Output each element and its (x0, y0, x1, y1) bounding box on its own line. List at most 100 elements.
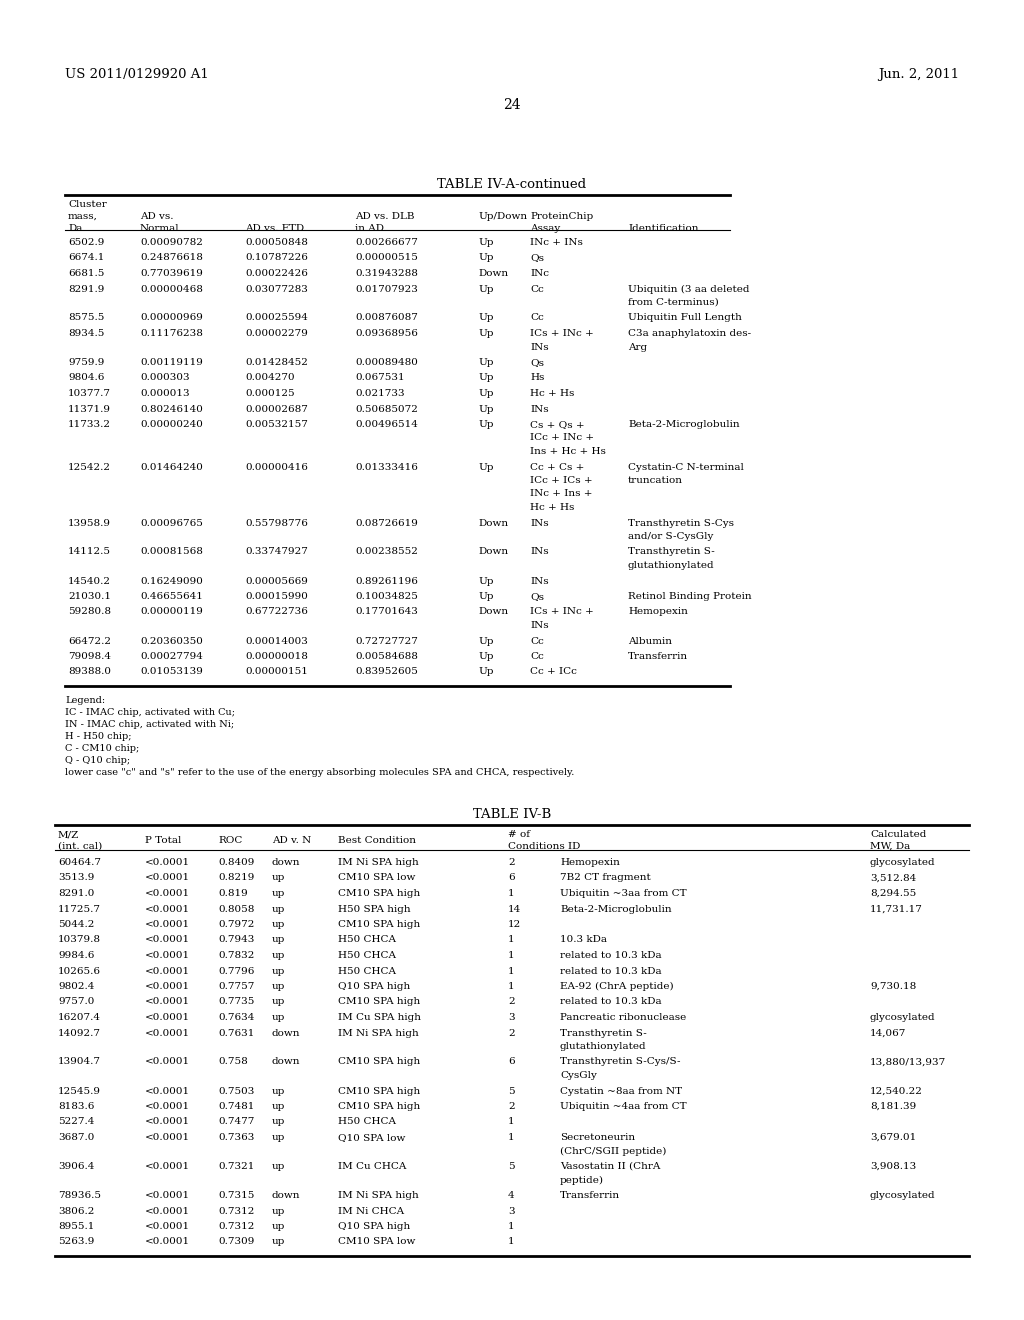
Text: up: up (272, 920, 286, 929)
Text: 0.8219: 0.8219 (218, 874, 254, 883)
Text: 16207.4: 16207.4 (58, 1012, 101, 1022)
Text: 14: 14 (508, 904, 521, 913)
Text: 0.01333416: 0.01333416 (355, 462, 418, 471)
Text: CM10 SPA high: CM10 SPA high (338, 1102, 420, 1111)
Text: up: up (272, 982, 286, 991)
Text: related to 10.3 kDa: related to 10.3 kDa (560, 950, 662, 960)
Text: Up: Up (478, 591, 494, 601)
Text: CM10 SPA high: CM10 SPA high (338, 888, 420, 898)
Text: 0.00000416: 0.00000416 (245, 462, 308, 471)
Text: <0.0001: <0.0001 (145, 1012, 190, 1022)
Text: 11,731.17: 11,731.17 (870, 904, 923, 913)
Text: H50 CHCA: H50 CHCA (338, 966, 396, 975)
Text: 2: 2 (508, 1102, 515, 1111)
Text: Transferrin: Transferrin (628, 652, 688, 661)
Text: Up: Up (478, 652, 494, 661)
Text: 0.46655641: 0.46655641 (140, 591, 203, 601)
Text: 0.000013: 0.000013 (140, 389, 189, 399)
Text: <0.0001: <0.0001 (145, 998, 190, 1006)
Text: 0.00000240: 0.00000240 (140, 420, 203, 429)
Text: 0.00000119: 0.00000119 (140, 607, 203, 616)
Text: 0.50685072: 0.50685072 (355, 404, 418, 413)
Text: related to 10.3 kDa: related to 10.3 kDa (560, 966, 662, 975)
Text: up: up (272, 1133, 286, 1142)
Text: up: up (272, 936, 286, 945)
Text: 0.00000018: 0.00000018 (245, 652, 308, 661)
Text: CM10 SPA low: CM10 SPA low (338, 874, 416, 883)
Text: 0.31943288: 0.31943288 (355, 269, 418, 279)
Text: C - CM10 chip;: C - CM10 chip; (65, 744, 139, 752)
Text: Up: Up (478, 404, 494, 413)
Text: Up: Up (478, 636, 494, 645)
Text: 0.01053139: 0.01053139 (140, 668, 203, 676)
Text: <0.0001: <0.0001 (145, 1057, 190, 1067)
Text: Up: Up (478, 238, 494, 247)
Text: Cc: Cc (530, 636, 544, 645)
Text: Normal: Normal (140, 224, 179, 234)
Text: glutathionylated: glutathionylated (628, 561, 715, 570)
Text: 1: 1 (508, 1133, 515, 1142)
Text: 3906.4: 3906.4 (58, 1162, 94, 1171)
Text: 0.00090782: 0.00090782 (140, 238, 203, 247)
Text: 0.00089480: 0.00089480 (355, 358, 418, 367)
Text: Up: Up (478, 389, 494, 399)
Text: up: up (272, 888, 286, 898)
Text: 89388.0: 89388.0 (68, 668, 111, 676)
Text: CM10 SPA high: CM10 SPA high (338, 998, 420, 1006)
Text: Conditions ID: Conditions ID (508, 842, 581, 851)
Text: <0.0001: <0.0001 (145, 1028, 190, 1038)
Text: 5: 5 (508, 1162, 515, 1171)
Text: in AD: in AD (355, 224, 384, 234)
Text: Up: Up (478, 577, 494, 586)
Text: 0.00014003: 0.00014003 (245, 636, 308, 645)
Text: Ubiquitin (3 aa deleted: Ubiquitin (3 aa deleted (628, 285, 750, 293)
Text: H50 CHCA: H50 CHCA (338, 1118, 396, 1126)
Text: IC - IMAC chip, activated with Cu;: IC - IMAC chip, activated with Cu; (65, 708, 234, 717)
Text: 14112.5: 14112.5 (68, 548, 111, 557)
Text: 0.83952605: 0.83952605 (355, 668, 418, 676)
Text: Up: Up (478, 329, 494, 338)
Text: up: up (272, 950, 286, 960)
Text: Qs: Qs (530, 253, 544, 263)
Text: 12,540.22: 12,540.22 (870, 1086, 923, 1096)
Text: 0.7503: 0.7503 (218, 1086, 254, 1096)
Text: EA-92 (ChrA peptide): EA-92 (ChrA peptide) (560, 982, 674, 991)
Text: 0.00119119: 0.00119119 (140, 358, 203, 367)
Text: Calculated: Calculated (870, 830, 927, 840)
Text: Up: Up (478, 253, 494, 263)
Text: 2: 2 (508, 858, 515, 867)
Text: 0.00876087: 0.00876087 (355, 314, 418, 322)
Text: CM10 SPA high: CM10 SPA high (338, 1086, 420, 1096)
Text: 21030.1: 21030.1 (68, 591, 111, 601)
Text: 0.7312: 0.7312 (218, 1206, 254, 1216)
Text: 6502.9: 6502.9 (68, 238, 104, 247)
Text: 5044.2: 5044.2 (58, 920, 94, 929)
Text: 11371.9: 11371.9 (68, 404, 111, 413)
Text: Up: Up (478, 668, 494, 676)
Text: Up: Up (478, 374, 494, 383)
Text: 0.03077283: 0.03077283 (245, 285, 308, 293)
Text: 3806.2: 3806.2 (58, 1206, 94, 1216)
Text: Beta-2-Microglobulin: Beta-2-Microglobulin (560, 904, 672, 913)
Text: 12542.2: 12542.2 (68, 462, 111, 471)
Text: 0.7972: 0.7972 (218, 920, 254, 929)
Text: 6674.1: 6674.1 (68, 253, 104, 263)
Text: 0.00238552: 0.00238552 (355, 548, 418, 557)
Text: 0.10787226: 0.10787226 (245, 253, 308, 263)
Text: Da: Da (68, 224, 82, 234)
Text: 0.10034825: 0.10034825 (355, 591, 418, 601)
Text: ICs + INc +: ICs + INc + (530, 607, 594, 616)
Text: 1: 1 (508, 966, 515, 975)
Text: Transthyretin S-Cys: Transthyretin S-Cys (628, 519, 734, 528)
Text: 5: 5 (508, 1086, 515, 1096)
Text: up: up (272, 1118, 286, 1126)
Text: 0.7481: 0.7481 (218, 1102, 254, 1111)
Text: 0.20360350: 0.20360350 (140, 636, 203, 645)
Text: Cc + Cs +: Cc + Cs + (530, 462, 585, 471)
Text: 10265.6: 10265.6 (58, 966, 101, 975)
Text: Transthyretin S-: Transthyretin S- (560, 1028, 647, 1038)
Text: 24: 24 (503, 98, 521, 112)
Text: 6: 6 (508, 874, 515, 883)
Text: from C-terminus): from C-terminus) (628, 298, 719, 308)
Text: up: up (272, 966, 286, 975)
